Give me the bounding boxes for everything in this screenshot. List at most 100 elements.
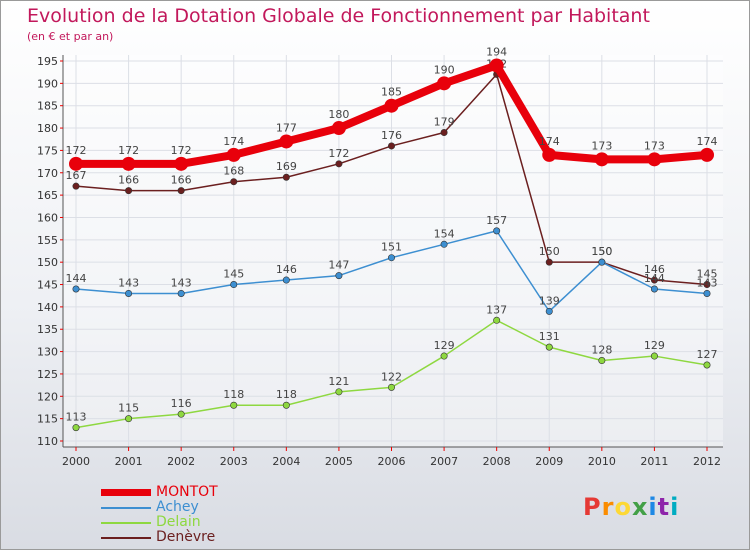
data-label: 150 — [591, 245, 612, 258]
data-point — [545, 343, 553, 351]
legend-item: Delain — [101, 515, 218, 530]
y-tick-label: 115 — [37, 413, 58, 426]
y-tick-label: 145 — [37, 279, 58, 292]
data-label: 128 — [591, 344, 612, 357]
legend-swatch — [101, 489, 151, 496]
legend: MONTOT Achey Delain Denèvre — [101, 485, 218, 545]
logo-letter: i — [670, 493, 680, 521]
chart-title: Evolution de la Dotation Globale de Fonc… — [27, 5, 650, 27]
data-label: 167 — [66, 169, 87, 182]
data-point — [384, 98, 399, 113]
data-point — [545, 258, 553, 266]
data-point — [69, 156, 83, 171]
legend-swatch — [101, 536, 151, 539]
data-point — [489, 58, 504, 73]
data-point — [387, 254, 395, 262]
data-label: 169 — [276, 160, 297, 173]
y-tick-label: 185 — [37, 100, 58, 113]
legend-item: Denèvre — [101, 530, 218, 545]
data-label: 143 — [171, 276, 192, 289]
data-point — [72, 182, 80, 190]
y-tick-label: 125 — [37, 368, 58, 381]
data-label: 172 — [328, 147, 349, 160]
data-point — [177, 187, 185, 195]
y-tick-label: 160 — [37, 211, 58, 224]
x-tick-label: 2008 — [483, 455, 511, 468]
data-label: 150 — [539, 245, 560, 258]
data-label: 172 — [171, 144, 192, 157]
data-point — [335, 272, 343, 280]
x-tick-label: 2002 — [167, 455, 195, 468]
data-point — [545, 307, 553, 315]
y-tick-label: 195 — [37, 55, 58, 68]
data-point — [125, 187, 133, 195]
data-point — [230, 281, 238, 289]
data-label: 129 — [434, 339, 455, 352]
data-label: 143 — [118, 276, 139, 289]
logo-letter: o — [614, 493, 632, 521]
data-label: 137 — [486, 303, 507, 316]
data-point — [230, 401, 238, 409]
data-point — [387, 383, 395, 391]
data-label: 194 — [486, 45, 507, 58]
logo-letter: r — [601, 493, 615, 521]
data-label: 145 — [697, 268, 718, 281]
data-label: 179 — [434, 116, 455, 129]
data-label: 127 — [697, 348, 718, 361]
y-tick-label: 175 — [37, 144, 58, 157]
data-label: 147 — [328, 259, 349, 272]
y-tick-label: 180 — [37, 122, 58, 135]
data-label: 173 — [644, 139, 665, 152]
x-tick-label: 2011 — [640, 455, 668, 468]
data-label: 157 — [486, 214, 507, 227]
logo-letter: t — [657, 493, 671, 521]
data-label: 173 — [591, 139, 612, 152]
legend-label: Denèvre — [156, 529, 216, 545]
data-label: 185 — [381, 86, 402, 99]
data-label: 174 — [539, 135, 560, 148]
data-label: 190 — [434, 63, 455, 76]
legend-item: Achey — [101, 500, 218, 515]
data-point — [440, 352, 448, 360]
x-tick-label: 2005 — [325, 455, 353, 468]
data-point — [650, 276, 658, 284]
x-tick-label: 2004 — [272, 455, 300, 468]
y-tick-label: 110 — [37, 435, 58, 448]
data-point — [493, 227, 501, 235]
x-tick-label: 2012 — [693, 455, 721, 468]
data-label: 174 — [223, 135, 244, 148]
data-label: 166 — [171, 174, 192, 187]
data-label: 150 — [591, 245, 612, 258]
data-point — [125, 415, 133, 423]
data-point — [279, 134, 294, 149]
data-label: 168 — [223, 165, 244, 178]
data-label: 144 — [644, 272, 665, 285]
data-label: 139 — [539, 294, 560, 307]
data-label: 166 — [118, 174, 139, 187]
data-label: 154 — [434, 227, 455, 240]
data-point — [174, 156, 189, 171]
y-tick-label: 150 — [37, 256, 58, 269]
x-tick-label: 2003 — [220, 455, 248, 468]
data-label: 116 — [171, 397, 192, 410]
data-point — [177, 410, 185, 418]
y-tick-label: 155 — [37, 234, 58, 247]
x-tick-label: 2009 — [535, 455, 563, 468]
y-tick-label: 190 — [37, 77, 58, 90]
logo-letter: i — [648, 493, 658, 521]
y-tick-label: 170 — [37, 167, 58, 180]
data-point — [335, 160, 343, 168]
x-tick-label: 2001 — [115, 455, 143, 468]
data-point — [282, 401, 290, 409]
data-point — [335, 388, 343, 396]
data-label: 143 — [697, 276, 718, 289]
data-point — [598, 357, 606, 365]
data-point — [226, 147, 241, 162]
data-label: 129 — [644, 339, 665, 352]
legend-label: Delain — [156, 514, 201, 530]
data-label: 118 — [276, 388, 297, 401]
plot-area — [63, 55, 723, 447]
data-point — [177, 289, 185, 297]
data-point — [121, 156, 136, 171]
